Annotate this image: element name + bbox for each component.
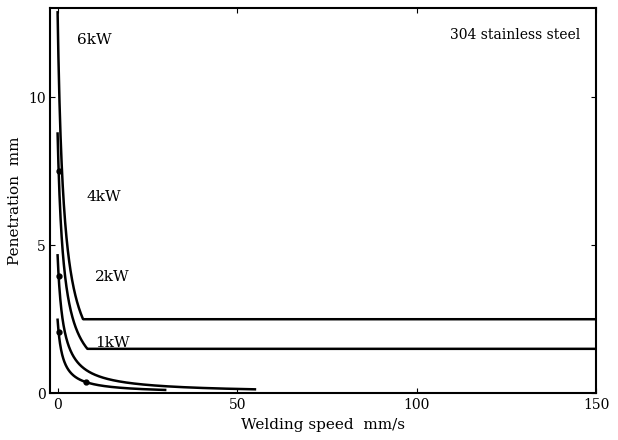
Text: 6kW: 6kW	[77, 33, 112, 47]
Text: 1kW: 1kW	[95, 336, 130, 350]
Y-axis label: Penetration  mm: Penetration mm	[8, 136, 22, 265]
Text: 2kW: 2kW	[95, 270, 130, 284]
Text: 4kW: 4kW	[87, 190, 121, 204]
Text: 304 stainless steel: 304 stainless steel	[450, 28, 580, 41]
X-axis label: Welding speed  mm/s: Welding speed mm/s	[242, 418, 405, 432]
